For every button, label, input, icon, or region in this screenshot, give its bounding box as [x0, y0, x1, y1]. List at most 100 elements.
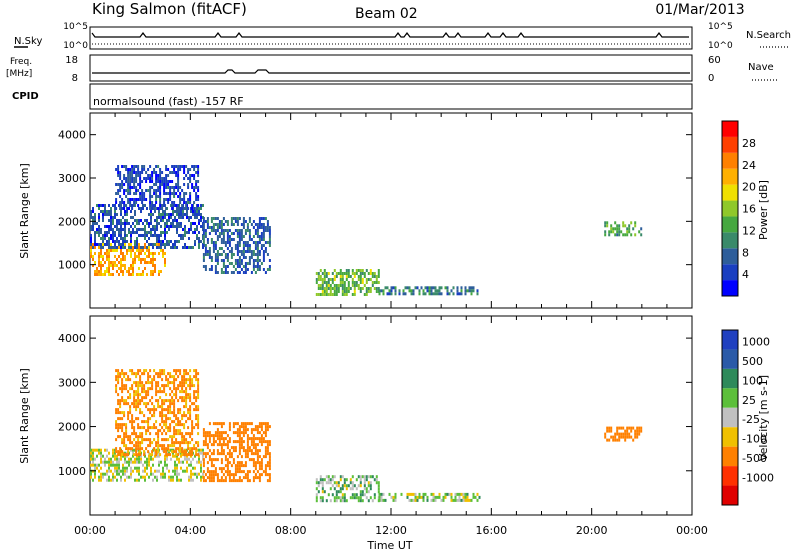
data-cell — [226, 235, 229, 238]
data-cell — [258, 425, 261, 429]
data-cell — [132, 270, 134, 273]
data-cell — [226, 446, 229, 450]
data-cell — [355, 269, 358, 272]
data-cell — [212, 250, 215, 253]
data-cell — [123, 387, 126, 391]
data-cell — [187, 384, 190, 388]
data-cell — [412, 292, 415, 296]
data-cell — [155, 201, 158, 204]
data-cell — [343, 281, 346, 284]
data-cell — [183, 195, 186, 198]
data-cell — [240, 470, 243, 474]
data-cell — [147, 393, 150, 397]
data-cell — [238, 262, 241, 265]
cpid-label: CPID — [12, 91, 39, 102]
data-cell — [616, 233, 619, 237]
data-cell — [187, 177, 190, 180]
data-cell — [218, 247, 221, 250]
data-cell — [202, 428, 205, 432]
data-cell — [127, 402, 130, 406]
data-cell — [135, 408, 138, 412]
colorbar-tick-label: 1000 — [742, 335, 770, 348]
data-cell — [262, 232, 265, 235]
data-cell — [238, 464, 241, 468]
data-cell — [136, 454, 138, 458]
data-cell — [420, 495, 423, 499]
data-cell — [195, 171, 198, 174]
data-cell — [335, 481, 338, 485]
data-cell — [197, 408, 200, 412]
data-cell — [232, 217, 235, 220]
data-cell — [133, 183, 136, 186]
data-cell — [162, 231, 164, 234]
data-cell — [378, 495, 381, 499]
data-cell — [214, 229, 217, 232]
data-cell — [258, 235, 261, 238]
data-cell — [184, 231, 186, 234]
data-cell — [252, 250, 255, 253]
data-cell — [256, 265, 259, 268]
data-cell — [123, 414, 126, 418]
data-cell — [378, 498, 381, 502]
data-cell — [202, 241, 205, 244]
data-cell — [388, 292, 391, 296]
data-cell — [185, 393, 188, 397]
data-cell — [220, 422, 223, 426]
data-cell — [232, 476, 235, 480]
data-cell — [90, 228, 92, 231]
data-cell — [183, 396, 186, 400]
data-cell — [240, 455, 243, 459]
data-cell — [248, 238, 251, 241]
data-cell — [169, 189, 172, 192]
data-cell — [126, 219, 128, 222]
data-cell — [315, 278, 318, 281]
data-cell — [123, 177, 126, 180]
data-cell — [202, 458, 205, 462]
data-cell — [377, 281, 380, 284]
data-cell — [157, 174, 160, 177]
data-cell — [260, 235, 263, 238]
colorbar-swatch — [722, 200, 738, 217]
data-cell — [156, 216, 158, 219]
data-cell — [187, 201, 190, 204]
data-cell — [149, 189, 152, 192]
data-cell — [418, 292, 421, 296]
data-cell — [256, 247, 259, 250]
data-cell — [120, 252, 122, 255]
data-cell — [345, 272, 348, 275]
data-cell — [106, 240, 108, 243]
data-cell — [184, 234, 186, 237]
data-cell — [612, 435, 615, 439]
data-cell — [244, 473, 247, 477]
data-cell — [183, 438, 186, 442]
data-cell — [135, 381, 138, 385]
data-cell — [185, 399, 188, 403]
data-cell — [398, 289, 401, 293]
data-cell — [175, 447, 178, 451]
data-cell — [157, 399, 160, 403]
data-cell — [127, 189, 130, 192]
data-cell — [214, 470, 217, 474]
data-cell — [159, 183, 162, 186]
data-cell — [197, 393, 200, 397]
data-cell — [153, 183, 156, 186]
data-cell — [268, 259, 271, 262]
data-cell — [96, 231, 98, 234]
data-cell — [246, 449, 249, 453]
data-cell — [176, 463, 178, 467]
data-cell — [134, 466, 136, 470]
data-cell — [197, 195, 200, 198]
data-cell — [116, 472, 118, 476]
data-cell — [432, 495, 435, 499]
data-cell — [167, 381, 170, 385]
data-cell — [345, 487, 348, 491]
data-cell — [181, 378, 184, 382]
data-cell — [124, 466, 126, 470]
data-cell — [141, 441, 144, 445]
data-cell — [135, 393, 138, 397]
data-cell — [90, 234, 92, 237]
data-cell — [163, 372, 166, 376]
data-cell — [134, 210, 136, 213]
data-cell — [141, 198, 144, 201]
data-cell — [319, 478, 322, 482]
